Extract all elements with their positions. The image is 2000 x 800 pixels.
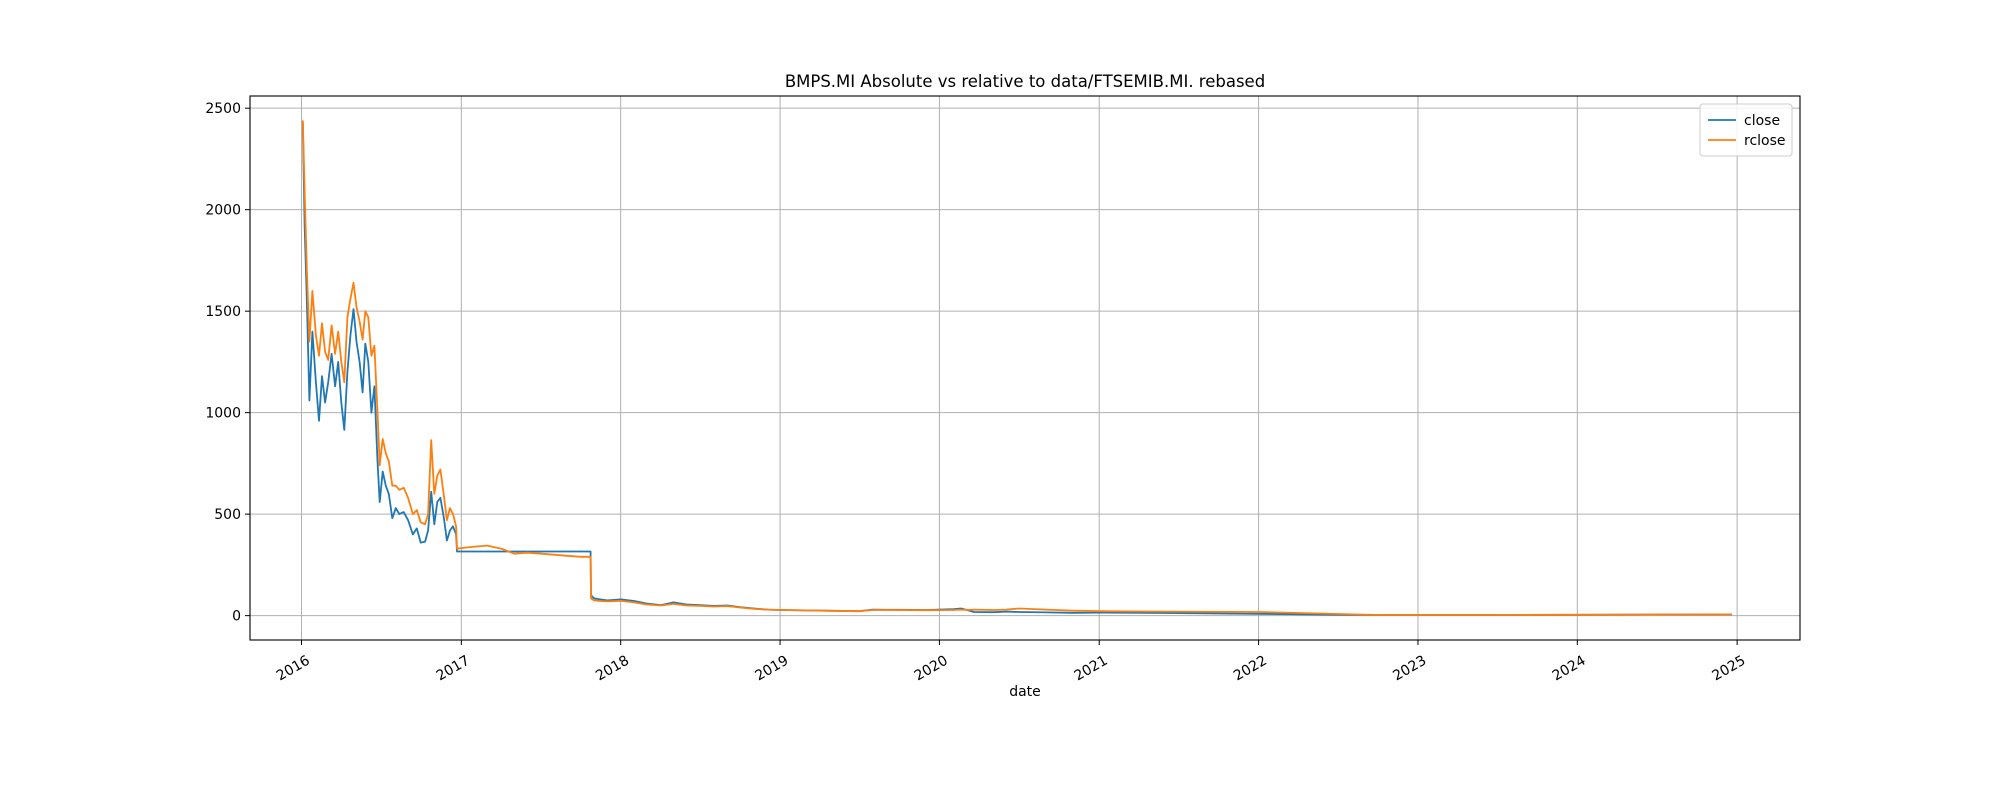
- y-tick-label: 0: [232, 609, 241, 625]
- y-tick-label: 1000: [205, 406, 241, 422]
- chart-title: BMPS.MI Absolute vs relative to data/FTS…: [785, 72, 1265, 91]
- plot-series: [301, 120, 1732, 616]
- series-line-close: [301, 122, 1732, 616]
- series-line-rclose: [301, 120, 1732, 616]
- legend-box: [1699, 103, 1793, 157]
- y-tick-label: 2000: [205, 203, 241, 219]
- legend-label-close: close: [1744, 113, 1780, 129]
- y-tick-label: 1500: [205, 304, 241, 320]
- x-axis-label: date: [1009, 684, 1041, 700]
- plot-frame: [249, 95, 1801, 641]
- legend-label-rclose: rclose: [1744, 133, 1786, 149]
- y-axis-ticks: 0 500 1000 1500 2000 2500: [205, 101, 250, 625]
- y-tick-label: 2500: [205, 101, 241, 117]
- y-tick-label: 500: [214, 507, 241, 523]
- legend: close rclose: [1699, 103, 1793, 157]
